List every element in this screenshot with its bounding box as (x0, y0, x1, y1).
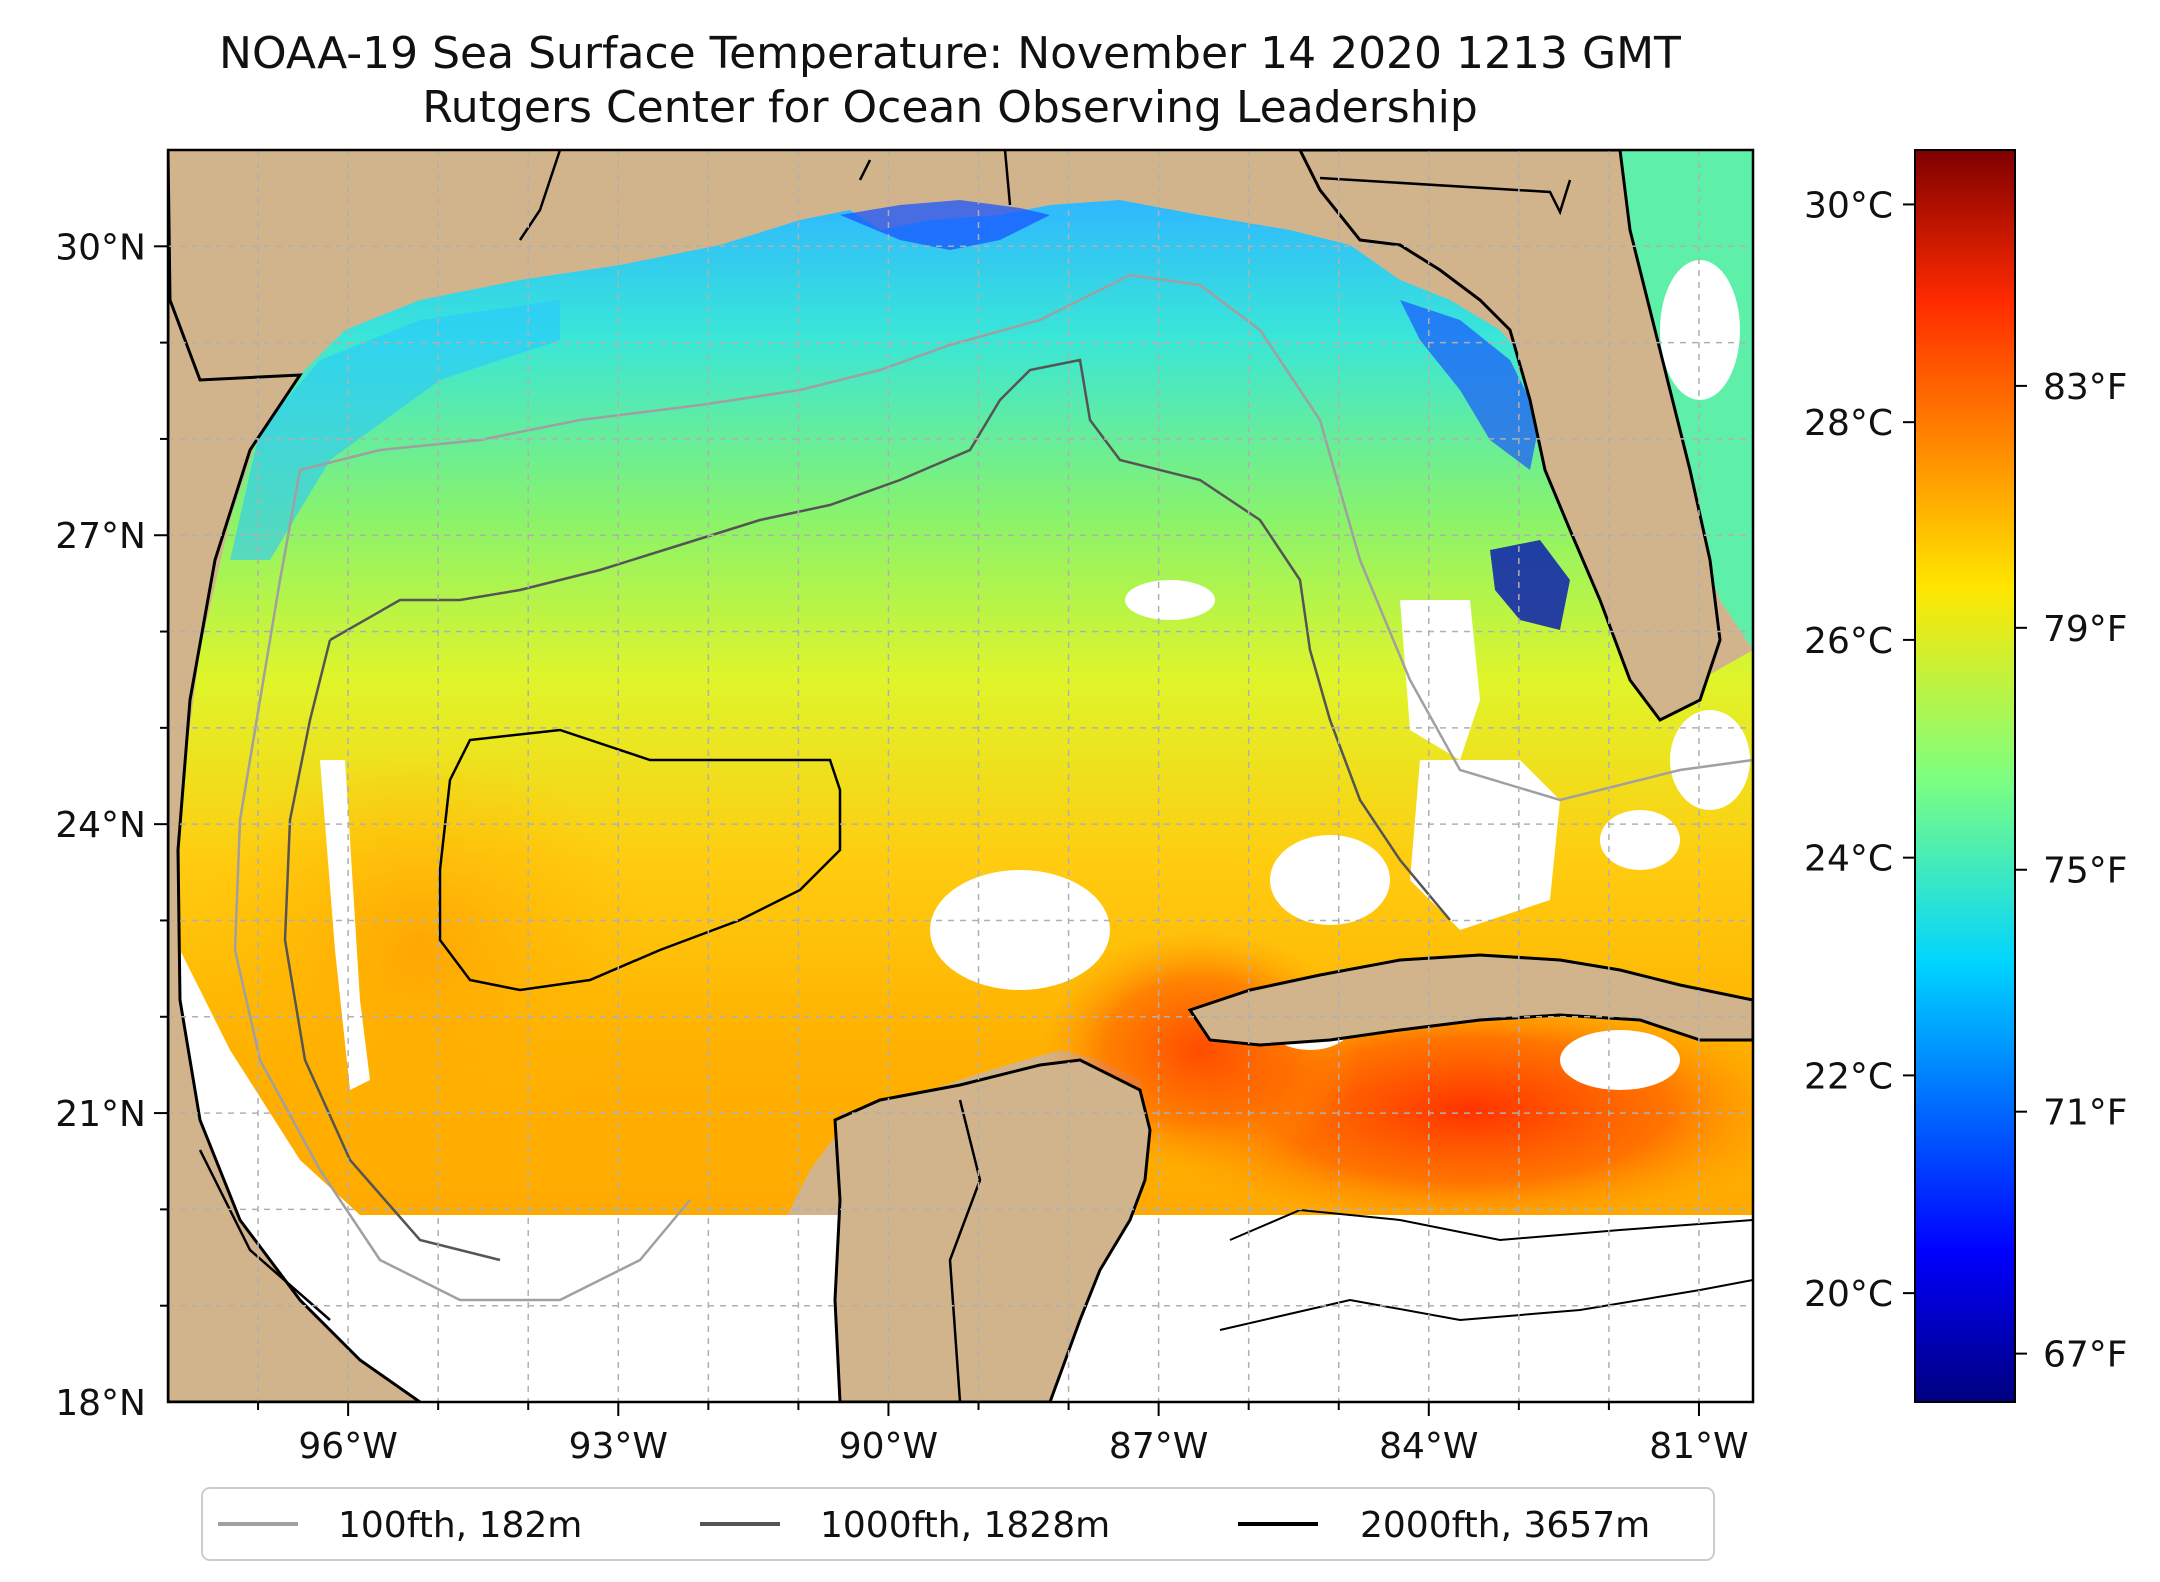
cool-texas-shelf (230, 300, 560, 560)
lon-label: 84°W (1379, 1426, 1478, 1467)
legend-label-1000fth: 1000fth, 1828m (820, 1505, 1110, 1546)
celsius-label: 22°C (1804, 1056, 1893, 1097)
fahrenheit-label: 79°F (2043, 609, 2128, 650)
celsius-label: 24°C (1804, 839, 1893, 880)
mexico-coast (168, 150, 423, 1402)
cold-tampa-bay (1490, 540, 1570, 630)
isobath-2000fth-caribbean (1219, 1208, 1753, 1331)
yucatan-peninsula (833, 1058, 1152, 1402)
map-area (168, 150, 1753, 1402)
isobath-1000fth (283, 358, 1451, 1262)
isobaths (233, 273, 1753, 1331)
map-subtitle: Rutgers Center for Ocean Observing Leade… (422, 82, 1478, 133)
lat-label: 30°N (55, 227, 146, 268)
longitude-labels: 96°W 93°W 90°W 87°W 84°W 81°W (298, 1426, 1748, 1467)
warm-west-gulf (190, 750, 650, 1150)
legend-label-2000fth: 2000fth, 3657m (1360, 1505, 1650, 1546)
colorbar-celsius-labels: 30°C 28°C 26°C 24°C 22°C 20°C (1804, 185, 1915, 1315)
lon-label: 93°W (569, 1426, 668, 1467)
lat-label: 24°N (55, 805, 146, 846)
florida-peninsula (1298, 150, 1722, 722)
borders (198, 150, 1572, 1402)
map-title: NOAA-19 Sea Surface Temperature: Novembe… (219, 28, 1681, 79)
legend-label-100fth: 100fth, 182m (338, 1505, 582, 1546)
lon-label: 87°W (1109, 1426, 1208, 1467)
fahrenheit-label: 75°F (2043, 851, 2128, 892)
cold-nearshore (840, 200, 1050, 250)
legend-box (201, 1487, 1715, 1561)
lon-label: 96°W (298, 1426, 397, 1467)
axis-ticks (154, 245, 1700, 1416)
latitude-labels: 30°N 27°N 24°N 21°N 18°N (55, 227, 146, 1424)
isobath-100fth (233, 273, 1753, 1302)
fahrenheit-label: 67°F (2043, 1335, 2128, 1376)
legend: 100fth, 182m 1000fth, 1828m 2000fth, 365… (201, 1487, 1715, 1561)
fahrenheit-label: 83°F (2043, 367, 2128, 408)
lat-label: 27°N (55, 516, 146, 557)
celsius-label: 20°C (1804, 1274, 1893, 1315)
isobath-2000fth (438, 728, 842, 992)
celsius-label: 26°C (1804, 621, 1893, 662)
lon-label: 90°W (839, 1426, 938, 1467)
lat-label: 18°N (55, 1383, 146, 1424)
colorbar (1914, 149, 2016, 1403)
celsius-label: 28°C (1804, 403, 1893, 444)
fahrenheit-label: 71°F (2043, 1093, 2128, 1134)
colorbar-fahrenheit-labels: 83°F 79°F 75°F 71°F 67°F (2015, 367, 2128, 1376)
celsius-label: 30°C (1804, 185, 1893, 226)
lat-label: 21°N (55, 1094, 146, 1135)
map-frame (166, 148, 1755, 1404)
cold-big-bend (1400, 300, 1540, 470)
lon-label: 81°W (1649, 1426, 1748, 1467)
gridlines (168, 150, 1753, 1402)
cuba (1187, 953, 1753, 1047)
